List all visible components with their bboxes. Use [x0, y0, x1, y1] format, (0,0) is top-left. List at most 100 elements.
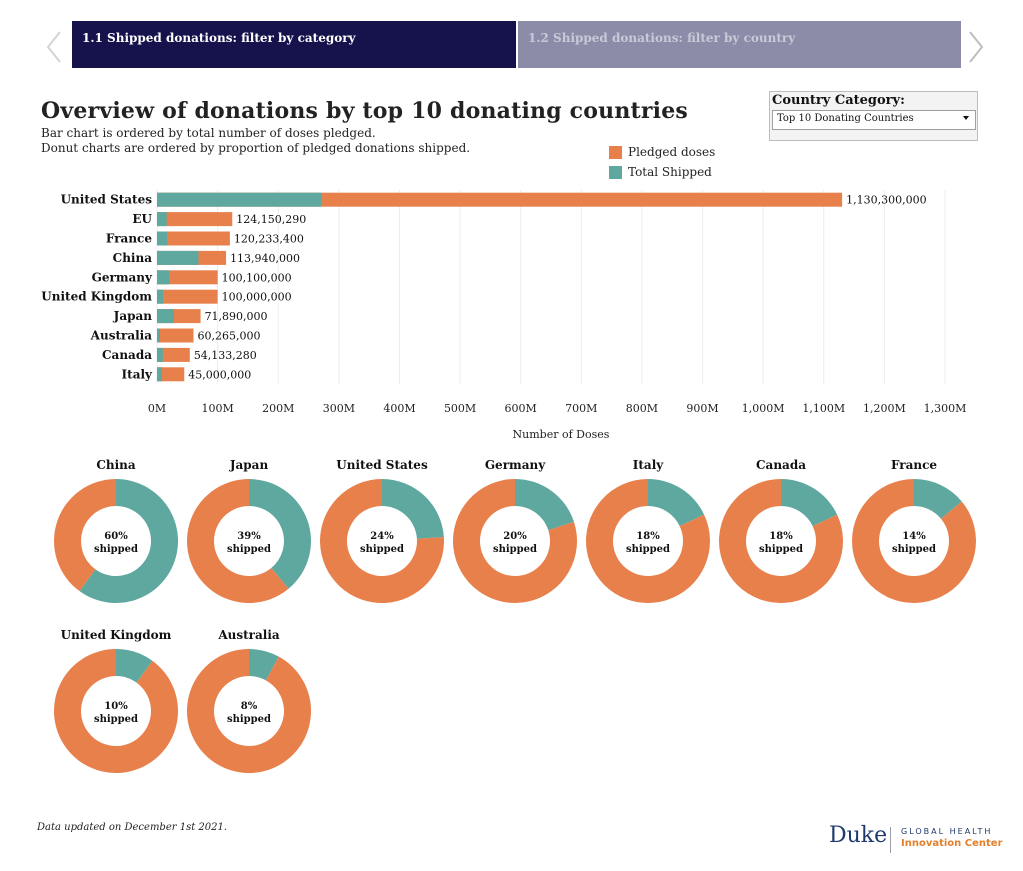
x-tick-label: 200M — [262, 402, 294, 415]
donut-slice-pledged[interactable] — [186, 649, 311, 773]
donut-sub-label: shipped — [360, 544, 404, 555]
donut-slice-shipped[interactable] — [249, 649, 279, 681]
subtitle-line-1: Bar chart is ordered by total number of … — [41, 126, 376, 140]
bar-category-label: Australia — [90, 329, 153, 343]
x-tick-label: 900M — [686, 402, 718, 415]
bar-category-label: Japan — [113, 309, 153, 323]
bar-shipped[interactable] — [157, 328, 160, 343]
bar-shipped[interactable] — [157, 289, 164, 304]
filter-selected-value: Top 10 Donating Countries — [777, 113, 914, 124]
x-tick-label: 500M — [444, 402, 476, 415]
donut-sub-label: shipped — [892, 544, 936, 555]
donut-charts: China 60% shipped Japan 39% shipped United Sta… — [53, 458, 976, 773]
bar-shipped[interactable] — [157, 270, 170, 285]
donut-slice-shipped[interactable] — [781, 479, 838, 527]
x-tick-label: 600M — [505, 402, 537, 415]
donut-sub-label: shipped — [94, 714, 138, 725]
bar-pledged[interactable] — [157, 212, 233, 227]
story-tab-country[interactable]: 1.2 Shipped donations: filter by country — [518, 21, 961, 68]
donut-slice-pledged[interactable] — [53, 649, 178, 773]
donut-slice-shipped[interactable] — [382, 479, 444, 539]
donut-percent-label: 10% — [104, 701, 128, 712]
donut-percent-label: 18% — [636, 531, 660, 542]
donut-title: China — [96, 458, 136, 472]
bar-pledged[interactable] — [157, 347, 190, 362]
donut-sub-label: shipped — [227, 714, 271, 725]
bar-value-label: 60,265,000 — [198, 330, 261, 343]
data-updated-note: Data updated on December 1st 2021. — [37, 822, 228, 833]
donut-slice-pledged[interactable] — [586, 479, 711, 603]
donut-slice-shipped[interactable] — [515, 479, 574, 531]
donut-title: Australia — [217, 628, 280, 642]
bar-pledged[interactable] — [157, 231, 230, 246]
chevron-right-icon[interactable] — [966, 30, 986, 64]
bar-shipped[interactable] — [157, 309, 174, 324]
bar-value-label: 124,150,290 — [236, 213, 306, 226]
donut-slice-shipped[interactable] — [648, 479, 705, 527]
bar-pledged[interactable] — [157, 367, 185, 382]
x-tick-label: 800M — [626, 402, 658, 415]
donut-percent-label: 24% — [370, 531, 394, 542]
bar-pledged[interactable] — [157, 192, 843, 207]
x-tick-label: 300M — [323, 402, 355, 415]
bar-shipped[interactable] — [157, 250, 199, 265]
bar-value-label: 100,000,000 — [222, 291, 292, 304]
donut-sub-label: shipped — [626, 544, 670, 555]
donut-title: United States — [336, 458, 428, 472]
caret-down-icon — [963, 116, 969, 120]
legend-swatch-shipped — [609, 166, 622, 179]
donut-sub-label: shipped — [759, 544, 803, 555]
donut-slice-pledged[interactable] — [852, 479, 976, 603]
logo-name: Duke — [829, 823, 888, 848]
bar-chart: United States 1,130,300,000 EU 124,150,290 F… — [41, 190, 966, 441]
donut-slice-shipped[interactable] — [116, 649, 153, 683]
donut-slice-pledged[interactable] — [319, 479, 444, 603]
donut-sub-label: shipped — [493, 544, 537, 555]
bar-value-label: 71,890,000 — [205, 310, 268, 323]
bar-value-label: 100,100,000 — [222, 271, 292, 284]
bar-value-label: 120,233,400 — [234, 233, 304, 246]
donut-percent-label: 8% — [241, 701, 258, 712]
logo-line-1: GLOBAL HEALTH — [901, 827, 993, 836]
donut-sub-label: shipped — [227, 544, 271, 555]
donut-percent-label: 39% — [237, 531, 261, 542]
bar-shipped[interactable] — [157, 231, 168, 246]
bar-shipped[interactable] — [157, 347, 163, 362]
bar-category-label: EU — [132, 212, 152, 226]
donut-slice-pledged[interactable] — [452, 479, 577, 603]
donut-slice-pledged[interactable] — [53, 479, 116, 592]
x-tick-label: 0M — [148, 402, 166, 415]
subtitle-line-2: Donut charts are ordered by proportion o… — [41, 141, 471, 155]
chevron-left-icon[interactable] — [44, 30, 64, 64]
x-tick-label: 1,000M — [742, 402, 785, 415]
bar-category-label: France — [106, 232, 152, 246]
bar-shipped[interactable] — [157, 192, 322, 207]
bar-category-label: United Kingdom — [41, 290, 152, 304]
filter-title: Country Category: — [772, 93, 905, 108]
x-axis-title: Number of Doses — [513, 428, 610, 441]
bar-shipped[interactable] — [157, 367, 162, 382]
donut-sub-label: shipped — [94, 544, 138, 555]
donut-slice-pledged[interactable] — [719, 479, 843, 603]
bar-pledged[interactable] — [157, 289, 218, 304]
donut-slice-pledged[interactable] — [187, 479, 289, 603]
x-tick-label: 1,200M — [863, 402, 906, 415]
bar-category-label: Germany — [92, 270, 153, 284]
donut-slice-shipped[interactable] — [914, 479, 962, 519]
story-tab-category[interactable]: 1.1 Shipped donations: filter by categor… — [72, 21, 516, 68]
donut-slice-shipped[interactable] — [249, 479, 311, 589]
country-category-select[interactable]: Top 10 Donating Countries — [772, 110, 976, 130]
donut-title: Italy — [633, 458, 664, 472]
bar-value-label: 1,130,300,000 — [846, 194, 926, 207]
donut-percent-label: 20% — [503, 531, 527, 542]
bar-category-label: China — [113, 251, 153, 265]
donut-percent-label: 14% — [902, 531, 926, 542]
bar-pledged[interactable] — [157, 270, 218, 285]
legend-label: Total Shipped — [628, 165, 712, 179]
bar-value-label: 45,000,000 — [188, 368, 251, 381]
bar-pledged[interactable] — [157, 328, 194, 343]
donut-title: France — [891, 458, 937, 472]
bar-shipped[interactable] — [157, 212, 167, 227]
donut-slice-shipped[interactable] — [79, 479, 178, 603]
donut-title: Germany — [485, 458, 546, 472]
